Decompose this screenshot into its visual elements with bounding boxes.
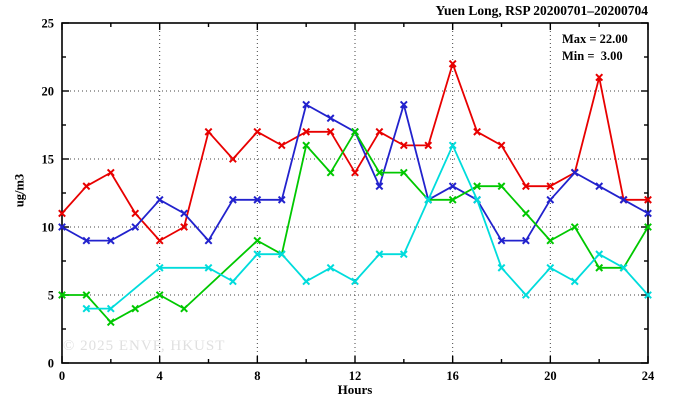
stats-box: Max = 22.00 Min = 3.00 xyxy=(562,31,628,65)
max-value-label: Max = 22.00 xyxy=(562,32,628,46)
x-axis-title: Hours xyxy=(337,382,373,397)
svg-text:0: 0 xyxy=(59,369,65,383)
watermark: © 2025 ENVF, HKUST xyxy=(63,338,226,354)
svg-text:20: 20 xyxy=(544,369,557,383)
svg-text:20: 20 xyxy=(42,85,55,99)
min-value-label: Min = 3.00 xyxy=(562,49,623,63)
chart-title: Yuen Long, RSP 20200701–20200704 xyxy=(435,3,648,18)
svg-text:5: 5 xyxy=(48,289,54,303)
svg-text:0: 0 xyxy=(48,357,54,371)
svg-text:12: 12 xyxy=(349,369,362,383)
svg-text:16: 16 xyxy=(446,369,459,383)
svg-text:10: 10 xyxy=(42,221,55,235)
svg-text:8: 8 xyxy=(254,369,260,383)
svg-text:25: 25 xyxy=(42,17,55,31)
svg-text:4: 4 xyxy=(157,369,164,383)
svg-text:15: 15 xyxy=(42,153,55,167)
svg-text:24: 24 xyxy=(642,369,655,383)
